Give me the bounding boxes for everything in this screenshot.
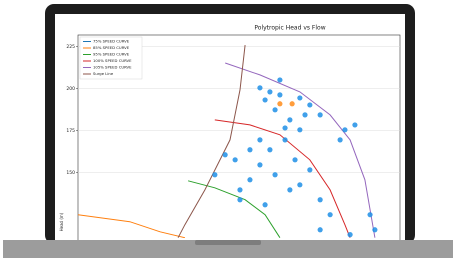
y-tick-label: 150: [66, 170, 75, 176]
flow-point: [342, 127, 347, 132]
chart-title: Polytropic Head vs Flow: [254, 25, 325, 32]
flow-point: [267, 89, 272, 94]
flow-point: [292, 157, 297, 162]
y-axis-label: Head (m): [59, 212, 64, 231]
flow-point: [267, 147, 272, 152]
flow-point: [247, 177, 252, 182]
flow-point: [347, 232, 352, 237]
y-tick-label: 175: [66, 128, 75, 134]
legend-label: 75% SPEED CURVE: [93, 39, 130, 44]
flow-point: [277, 77, 282, 82]
flow-point: [262, 97, 267, 102]
laptop-notch: [195, 240, 261, 245]
flow-point: [287, 187, 292, 192]
flow-point: [282, 137, 287, 142]
flow-point: [307, 102, 312, 107]
flow-point: [328, 212, 333, 217]
flow-point: [297, 95, 302, 100]
flow-point: [287, 117, 292, 122]
flow-point: [338, 137, 343, 142]
flow-point: [237, 187, 242, 192]
flow-point: [247, 147, 252, 152]
flow-point: [262, 202, 267, 207]
flow-point: [352, 122, 357, 127]
flow-point: [212, 172, 217, 177]
flow-point: [372, 227, 377, 232]
flow-point: [318, 197, 323, 202]
legend-label: 95% SPEED CURVE: [93, 52, 130, 57]
legend-label: 85% SPEED CURVE: [93, 45, 130, 50]
flow-point: [297, 182, 302, 187]
flow-point: [282, 125, 287, 130]
flow-point: [272, 172, 277, 177]
highlight-point: [290, 101, 295, 106]
flow-point: [277, 92, 282, 97]
flow-point: [233, 157, 238, 162]
screenshot: Polytropic Head vs Flow Head (m) 75% SPE…: [0, 0, 456, 261]
flow-point: [257, 162, 262, 167]
flow-point: [318, 112, 323, 117]
highlight-point: [277, 101, 282, 106]
flow-point: [237, 197, 242, 202]
flow-point: [257, 137, 262, 142]
flow-point: [307, 167, 312, 172]
flow-point: [297, 127, 302, 132]
legend-label: 105% SPEED CURVE: [93, 65, 132, 70]
flow-point: [257, 85, 262, 90]
flow-point: [367, 212, 372, 217]
flow-point: [223, 152, 228, 157]
y-tick-label: 225: [66, 44, 75, 50]
legend-label: 100% SPEED CURVE: [93, 58, 132, 63]
y-tick-label: 200: [66, 86, 75, 92]
flow-point: [302, 112, 307, 117]
legend-label: Surge Line: [93, 71, 114, 76]
flow-point: [318, 227, 323, 232]
flow-point: [272, 107, 277, 112]
